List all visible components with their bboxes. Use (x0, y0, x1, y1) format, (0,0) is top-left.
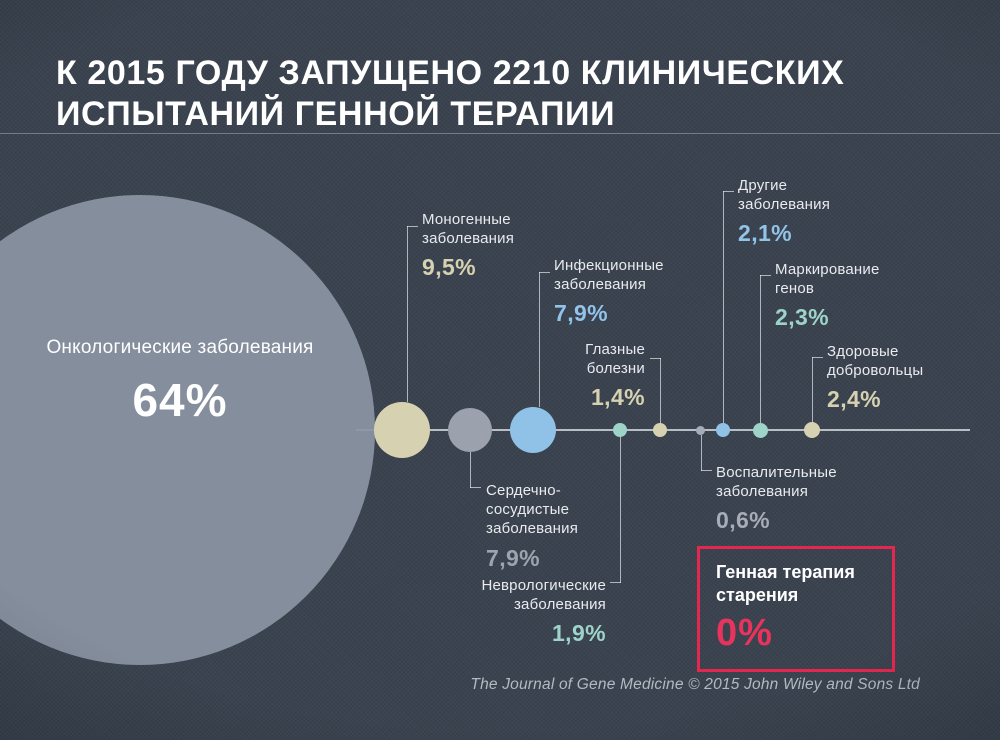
bubble-other-diseases (716, 423, 730, 437)
aging-gene-therapy-callout: Генная терапия старения 0% (697, 546, 895, 672)
label-infectious: Инфекционные заболевания 7,9% (554, 256, 684, 329)
connector-other-line (723, 191, 724, 424)
label-cardiovascular-name: Сердечно-сосудистые заболевания (486, 482, 579, 538)
connector-monogenic-tick (407, 226, 418, 227)
label-neurological-name: Неврологические заболевания (481, 577, 606, 614)
bubble-inflammatory (696, 426, 705, 435)
connector-neuro-tick (610, 582, 621, 583)
bubble-healthy-volunteers (804, 422, 820, 438)
source-credit: The Journal of Gene Medicine © 2015 John… (470, 676, 920, 693)
label-gene-marking-name: Маркирование генов (775, 261, 880, 298)
label-monogenic-name: Моногенные заболевания (422, 211, 515, 248)
connector-cardio-tick (470, 487, 481, 488)
label-other-diseases: Другие заболевания 2,1% (738, 176, 850, 249)
connector-cardio-line (470, 452, 471, 488)
connector-inflammatory-line (701, 435, 702, 471)
connector-infectious-tick (539, 272, 550, 273)
bubble-monogenic (374, 402, 430, 458)
label-cardiovascular: Сердечно-сосудистые заболевания 7,9% (486, 481, 598, 573)
page-title: К 2015 году запущено 2210 клинических ис… (56, 53, 845, 133)
label-monogenic-value: 9,5% (422, 254, 477, 281)
bubble-cardiovascular (448, 408, 492, 452)
label-inflammatory-name: Воспалительные заболевания (716, 464, 837, 501)
connector-marking-line (760, 275, 761, 424)
bubble-gene-marking (753, 423, 768, 438)
aging-callout-name: Генная терапия старения (716, 562, 855, 605)
bubble-oncology (0, 195, 375, 665)
label-inflammatory-value: 0,6% (716, 507, 771, 534)
label-infectious-name: Инфекционные заболевания (554, 257, 664, 294)
label-healthy-volunteers-value: 2,4% (827, 386, 882, 413)
label-oncology-name: Онкологические заболевания (46, 337, 314, 358)
connector-healthy-line (812, 357, 813, 423)
label-eye-diseases-name: Глазные болезни (585, 341, 645, 378)
label-infectious-value: 7,9% (554, 300, 609, 327)
label-other-diseases-value: 2,1% (738, 220, 793, 247)
label-healthy-volunteers: Здоровые добровольцы 2,4% (827, 342, 957, 415)
label-neurological: Неврологические заболевания 1,9% (458, 576, 606, 649)
label-oncology-value: 64% (132, 373, 228, 426)
connector-eye-line (660, 358, 661, 424)
bubble-eye-diseases (653, 423, 667, 437)
connector-eye-tick (650, 358, 661, 359)
label-cardiovascular-value: 7,9% (486, 544, 541, 571)
label-oncology: Онкологические заболевания 64% (40, 336, 320, 430)
label-gene-marking-value: 2,3% (775, 304, 830, 331)
bubble-neurological (613, 423, 627, 437)
label-gene-marking: Маркирование генов 2,3% (775, 260, 905, 333)
connector-monogenic-line (407, 226, 408, 402)
label-eye-diseases-value: 1,4% (590, 384, 645, 411)
header-divider (0, 133, 1000, 134)
label-inflammatory: Воспалительные заболевания 0,6% (716, 463, 856, 536)
label-monogenic: Моногенные заболевания 9,5% (422, 210, 552, 283)
connector-healthy-tick (812, 357, 823, 358)
label-eye-diseases: Глазные болезни 1,4% (545, 340, 645, 413)
connector-infectious-line (539, 272, 540, 407)
connector-other-tick (723, 191, 734, 192)
label-neurological-value: 1,9% (551, 620, 606, 647)
bubble-infectious (510, 407, 556, 453)
aging-callout-value: 0% (716, 612, 773, 654)
label-other-diseases-name: Другие заболевания (738, 177, 831, 214)
connector-neuro-line (620, 437, 621, 583)
connector-marking-tick (760, 275, 771, 276)
label-healthy-volunteers-name: Здоровые добровольцы (827, 343, 924, 380)
connector-inflammatory-tick (701, 470, 712, 471)
